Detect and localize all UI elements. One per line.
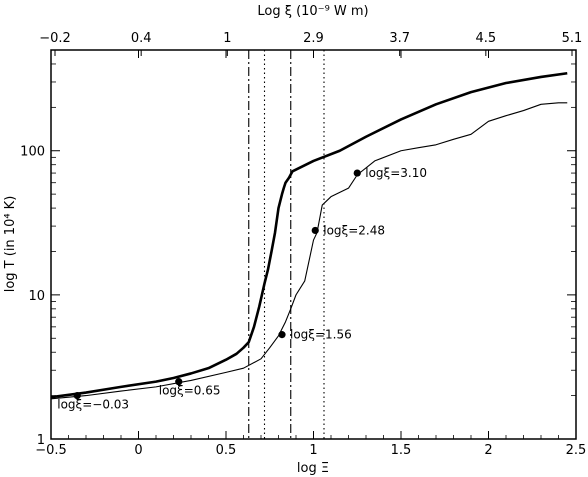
y-tick-label-2: 10	[28, 289, 45, 304]
data-point-label-5: logξ=3.10	[365, 166, 427, 180]
data-point-marker-3	[278, 331, 286, 339]
top-axis-tick-label-5: 3.7	[389, 31, 410, 46]
data-point-label-3: logξ=1.56	[290, 328, 352, 342]
x-tick-label-5: 1.5	[391, 443, 412, 458]
data-point-marker-1	[73, 392, 81, 400]
x-axis-ticks: −0.5 0 0.5 1 1.5 2 2.5	[35, 50, 586, 458]
data-point-marker-4	[311, 226, 319, 235]
x-tick-label-3: 0.5	[216, 443, 237, 458]
data-point-label-1: logξ=−0.03	[57, 398, 129, 412]
top-axis-tick-label-6: 4.5	[475, 31, 496, 46]
data-point-label-2: logξ=0.65	[159, 384, 221, 398]
y-tick-label-1: 1	[37, 433, 45, 448]
annotated-points-layer: logξ=−0.03 logξ=0.65 logξ=1.56 logξ=2.48 log…	[57, 166, 427, 412]
top-axis-tick-label-1: −0.2	[39, 31, 71, 46]
reference-lines-layer	[248, 50, 325, 439]
top-axis-tick-label-2: 0.4	[131, 31, 152, 46]
x-tick-label-1: −0.5	[35, 443, 67, 458]
series-layer	[50, 71, 568, 400]
y-tick-label-3: 100	[20, 145, 45, 160]
data-point-label-4: logξ=2.48	[323, 223, 385, 237]
top-axis-tick-label-7: 5.1	[562, 31, 583, 46]
x-tick-label-4: 1	[309, 443, 317, 458]
top-axis-tick-label-3: 1	[223, 31, 231, 46]
series-line-2	[50, 102, 568, 400]
top-axis-tick-label-4: 2.9	[303, 31, 324, 46]
data-point-marker-5	[353, 169, 361, 177]
series-line-1	[50, 71, 568, 399]
plot-frame	[50, 49, 577, 440]
top-axis-title: Log ξ (10⁻⁹ W m)	[257, 4, 368, 19]
x-tick-label-6: 2	[484, 443, 492, 458]
y-axis-title: log T (in 10⁴ K)	[3, 196, 18, 293]
top-axis-ticks: −0.2 0.4 1 2.9 3.7 4.5 5.1	[39, 31, 582, 56]
x-tick-label-7: 2.5	[566, 443, 587, 458]
data-point-marker-2	[175, 378, 183, 386]
x-axis-title: log Ξ	[297, 461, 329, 476]
x-tick-label-2: 0	[134, 443, 142, 458]
y-axis-ticks: 1 10 100	[20, 49, 576, 448]
